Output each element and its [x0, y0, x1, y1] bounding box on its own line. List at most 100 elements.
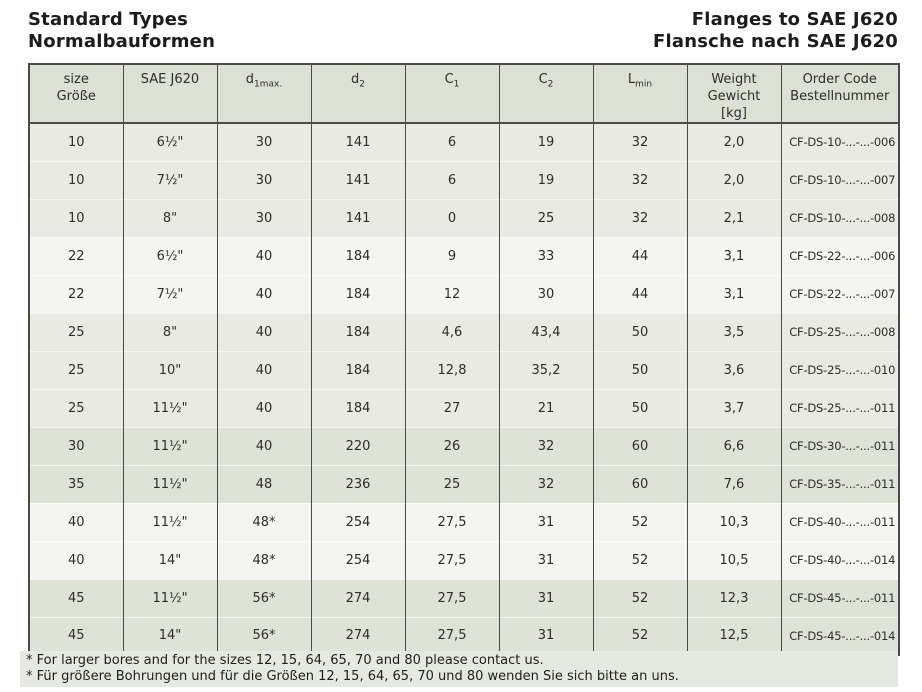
cell-c1: 12,8 — [404, 350, 499, 389]
cell-d1max: 48 — [216, 464, 311, 503]
cell-sae-j620: 11½" — [122, 388, 217, 427]
cell-order-code: CF-DS-10-...-...-007 — [780, 160, 899, 199]
cell-weight: 2,1 — [686, 198, 781, 237]
cell-d2: 184 — [310, 388, 405, 427]
cell-c2: 43,4 — [498, 312, 593, 351]
table-header-row: size Größe SAE J620 d1max. d2 C1 C2 — [29, 64, 899, 123]
cell-c1: 0 — [404, 198, 499, 237]
table-row: 30 11½" 40 220 26 32 60 6,6 CF-DS-30-...-...-011 — [29, 426, 899, 465]
footnote-de: * Für größere Bohrungen und für die Größ… — [26, 669, 679, 684]
cell-c2: 35,2 — [498, 350, 593, 389]
cell-size: 25 — [29, 350, 123, 389]
table-row: 10 6½" 30 141 6 19 32 2,0 CF-DS-10-...-...-006 — [29, 122, 899, 161]
cell-sae-j620: 8" — [122, 198, 217, 237]
cell-sae-j620: 6½" — [122, 236, 217, 275]
cell-c1: 6 — [404, 122, 499, 161]
col-header-weight: Weight Gewicht [kg] — [686, 64, 781, 123]
cell-d1max: 48* — [216, 540, 311, 579]
col-header-lmin: Lmin — [592, 64, 687, 123]
cell-order-code: CF-DS-25-...-...-010 — [780, 350, 899, 389]
table-row: 45 11½" 56* 274 27,5 31 52 12,3 CF-DS-45-...-...… — [29, 578, 899, 617]
cell-size: 10 — [29, 122, 123, 161]
title-left: Standard Types Normalbauformen — [28, 9, 215, 53]
cell-d1max: 40 — [216, 350, 311, 389]
cell-lmin: 52 — [592, 502, 687, 541]
cell-d1max: 40 — [216, 274, 311, 313]
table-row: 25 10" 40 184 12,8 35,2 50 3,6 CF-DS-25-...-...-… — [29, 350, 899, 389]
table-row: 45 14" 56* 274 27,5 31 52 12,5 CF-DS-45-...-...-… — [29, 616, 899, 655]
cell-c1: 12 — [404, 274, 499, 313]
cell-c2: 31 — [498, 578, 593, 617]
cell-lmin: 50 — [592, 388, 687, 427]
col-header-c2: C2 — [498, 64, 593, 123]
cell-size: 10 — [29, 198, 123, 237]
cell-weight: 12,3 — [686, 578, 781, 617]
cell-sae-j620: 11½" — [122, 502, 217, 541]
cell-sae-j620: 14" — [122, 616, 217, 655]
cell-sae-j620: 6½" — [122, 122, 217, 161]
cell-sae-j620: 11½" — [122, 426, 217, 465]
title-normalbauformen: Normalbauformen — [28, 31, 216, 52]
cell-c1: 26 — [404, 426, 499, 465]
cell-order-code: CF-DS-45-...-...-014 — [780, 616, 899, 655]
cell-lmin: 52 — [592, 578, 687, 617]
cell-weight: 12,5 — [686, 616, 781, 655]
title-flansche-sae: Flansche nach SAE J620 — [653, 31, 898, 52]
cell-d1max: 40 — [216, 236, 311, 275]
cell-size: 25 — [29, 388, 123, 427]
table-row: 35 11½" 48 236 25 32 60 7,6 CF-DS-35-...-...-011 — [29, 464, 899, 503]
cell-lmin: 50 — [592, 312, 687, 351]
table-row: 22 7½" 40 184 12 30 44 3,1 CF-DS-22-...-...-007 — [29, 274, 899, 313]
cell-c2: 32 — [498, 426, 593, 465]
cell-d2: 254 — [310, 540, 405, 579]
cell-d2: 254 — [310, 502, 405, 541]
footnote-en: * For larger bores and for the sizes 12,… — [26, 653, 544, 668]
cell-weight: 2,0 — [686, 160, 781, 199]
cell-order-code: CF-DS-40-...-...-011 — [780, 502, 899, 541]
title-right: Flanges to SAE J620 Flansche nach SAE J6… — [653, 9, 898, 53]
cell-d2: 141 — [310, 198, 405, 237]
cell-order-code: CF-DS-25-...-...-011 — [780, 388, 899, 427]
cell-lmin: 44 — [592, 236, 687, 275]
cell-size: 45 — [29, 578, 123, 617]
table-row: 10 8" 30 141 0 25 32 2,1 CF-DS-10-...-...-008 — [29, 198, 899, 237]
cell-weight: 3,1 — [686, 236, 781, 275]
cell-d2: 184 — [310, 274, 405, 313]
cell-sae-j620: 7½" — [122, 160, 217, 199]
cell-d2: 220 — [310, 426, 405, 465]
cell-c1: 27,5 — [404, 540, 499, 579]
cell-c2: 21 — [498, 388, 593, 427]
cell-size: 40 — [29, 502, 123, 541]
cell-lmin: 32 — [592, 198, 687, 237]
cell-lmin: 32 — [592, 122, 687, 161]
col-header-d1max: d1max. — [216, 64, 311, 123]
cell-c1: 27,5 — [404, 616, 499, 655]
title-flanges-sae: Flanges to SAE J620 — [691, 9, 898, 30]
cell-d1max: 40 — [216, 388, 311, 427]
cell-weight: 3,5 — [686, 312, 781, 351]
page-titles: Standard Types Normalbauformen Flanges t… — [28, 9, 898, 53]
cell-order-code: CF-DS-30-...-...-011 — [780, 426, 899, 465]
cell-c2: 32 — [498, 464, 593, 503]
cell-d1max: 40 — [216, 426, 311, 465]
cell-order-code: CF-DS-25-...-...-008 — [780, 312, 899, 351]
cell-lmin: 44 — [592, 274, 687, 313]
table-row: 10 7½" 30 141 6 19 32 2,0 CF-DS-10-...-...-007 — [29, 160, 899, 199]
cell-size: 10 — [29, 160, 123, 199]
cell-weight: 3,7 — [686, 388, 781, 427]
cell-d2: 141 — [310, 160, 405, 199]
flange-spec-table: size Größe SAE J620 d1max. d2 C1 C2 — [28, 63, 900, 656]
cell-order-code: CF-DS-22-...-...-007 — [780, 274, 899, 313]
cell-lmin: 52 — [592, 616, 687, 655]
cell-c1: 27 — [404, 388, 499, 427]
cell-c2: 31 — [498, 540, 593, 579]
col-header-sae-j620: SAE J620 — [122, 64, 217, 123]
cell-d2: 274 — [310, 578, 405, 617]
cell-order-code: CF-DS-35-...-...-011 — [780, 464, 899, 503]
cell-size: 45 — [29, 616, 123, 655]
table-row: 25 11½" 40 184 27 21 50 3,7 CF-DS-25-...-...-011 — [29, 388, 899, 427]
col-header-size: size Größe — [56, 72, 96, 104]
cell-d2: 184 — [310, 350, 405, 389]
footnotes: * For larger bores and for the sizes 12,… — [20, 651, 898, 687]
